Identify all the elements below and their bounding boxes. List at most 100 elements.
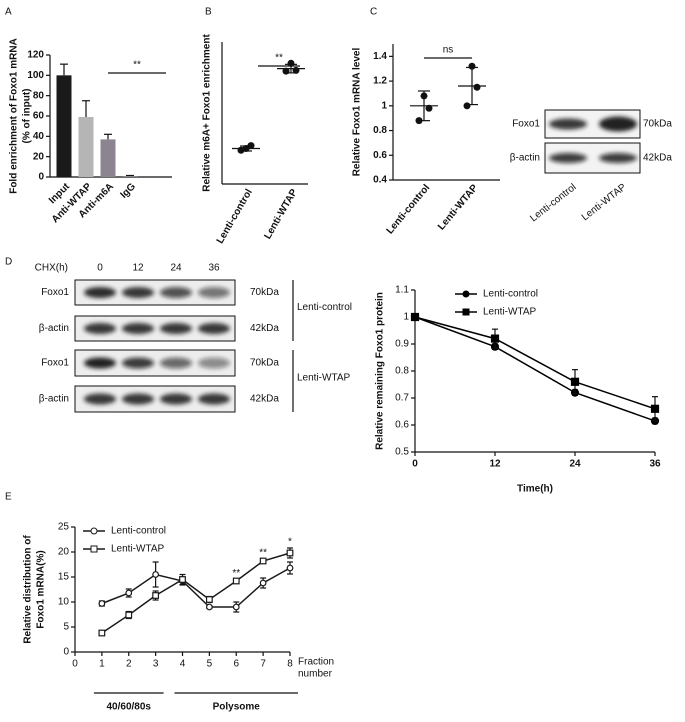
blot-lane-label: 12 [132,263,144,274]
x-tick-label: 0 [412,459,418,470]
x-axis-label: number [298,669,333,680]
data-point [287,59,295,67]
legend-label: Lenti-control [483,289,538,300]
y-tick-label: 20 [58,547,70,558]
blot-size: 42kDa [250,394,279,405]
blot-band [84,287,116,298]
y-tick-label: 25 [58,522,70,533]
data-point [205,603,213,611]
y-axis-label: Fold enrichment of Foxo1 mRNA [9,38,20,194]
blot-band [160,323,192,334]
group-label: 40/60/80s [107,702,152,713]
blot-group-label: Lenti-WTAP [297,373,350,384]
blot-lane-label: Lenti-WTAP [580,182,629,224]
series-line [414,316,656,410]
data-point [98,629,106,637]
panel-letter: D [5,257,12,268]
legend-label: Lenti-WTAP [111,544,164,555]
panel-letter: B [205,7,212,18]
significance-label: ** [259,548,267,559]
blot-band [198,357,230,369]
legend-label: Lenti-WTAP [483,307,536,318]
blot-band [122,323,154,334]
y-tick-label: 1 [403,312,409,323]
blot-band [599,116,637,132]
y-tick-label: 120 [27,50,44,61]
y-tick-label: 1 [381,100,387,111]
blot-band [549,153,587,163]
significance-label: ns [443,45,454,56]
blot-protein: β-actin [510,153,540,164]
y-tick-label: 5 [63,622,69,633]
blot-header: CHX(h) [35,263,68,274]
data-point [152,592,160,599]
series-line [414,316,656,422]
blot-lane-label: 36 [208,263,220,274]
data-point [259,579,267,587]
blot-size: 70kDa [643,119,672,130]
panel-letter: E [5,492,12,503]
x-tick-label: 12 [489,459,501,470]
data-point [490,334,500,343]
y-tick-label: 0 [63,647,69,658]
blot-band [198,287,230,298]
blot-lane-label: 24 [170,263,182,274]
legend-marker [462,308,470,316]
blot-protein: β-actin [39,394,69,405]
data-point [125,589,133,597]
blot-size: 42kDa [250,323,279,334]
data-point [410,312,420,322]
y-axis-label: Relative distribution of [23,535,34,644]
series-line [101,552,291,634]
blot-protein: Foxo1 [41,358,69,369]
blot-size: 70kDa [250,358,279,369]
x-tick-label: 36 [649,459,661,470]
x-tick-label: IgG [118,181,138,201]
y-tick-label: 0.8 [395,366,409,377]
y-tick-label: 60 [33,111,45,122]
data-point [98,600,106,607]
blot-band [549,118,587,130]
data-point [152,571,160,578]
bar [100,139,116,177]
x-tick-label: Lenti-control [215,187,255,246]
x-tick-label: Lenti-control [385,182,433,236]
y-tick-label: 1.4 [373,51,387,62]
y-tick-label: 0.4 [373,175,387,186]
y-tick-label: 100 [27,70,44,81]
blot-lane-label: 0 [97,263,103,274]
blot-band [122,357,154,369]
x-tick-label: 6 [233,659,239,670]
y-tick-label: 20 [33,151,45,162]
legend-marker [462,290,470,298]
blot-band [160,393,192,405]
blot-protein: Foxo1 [512,119,540,130]
bar [122,175,138,177]
x-tick-label: 3 [153,659,159,670]
blot-band [198,393,230,405]
blot-band [122,287,154,298]
y-tick-label: 0.6 [373,150,387,161]
y-tick-label: 10 [58,597,70,608]
series-line [101,567,291,608]
y-tick-label: 80 [33,90,45,101]
data-point [650,404,660,413]
x-tick-label: 0 [72,659,78,670]
y-tick-label: 15 [58,572,70,583]
blot-band [122,393,154,405]
data-point [570,377,580,386]
legend-label: Lenti-control [111,526,166,537]
x-tick-label: 7 [260,659,266,670]
blot-band [599,153,637,163]
data-point [205,596,213,603]
blot-lane-label: Lenti-control [528,182,578,225]
bar [78,117,94,177]
x-tick-label: Lenti-WTAP [262,187,300,241]
data-point [425,104,433,112]
blot-band [198,323,230,334]
x-tick-label: 5 [207,659,213,670]
significance-label: ** [275,53,283,64]
data-point [237,146,245,154]
panel-letter: A [5,7,12,18]
